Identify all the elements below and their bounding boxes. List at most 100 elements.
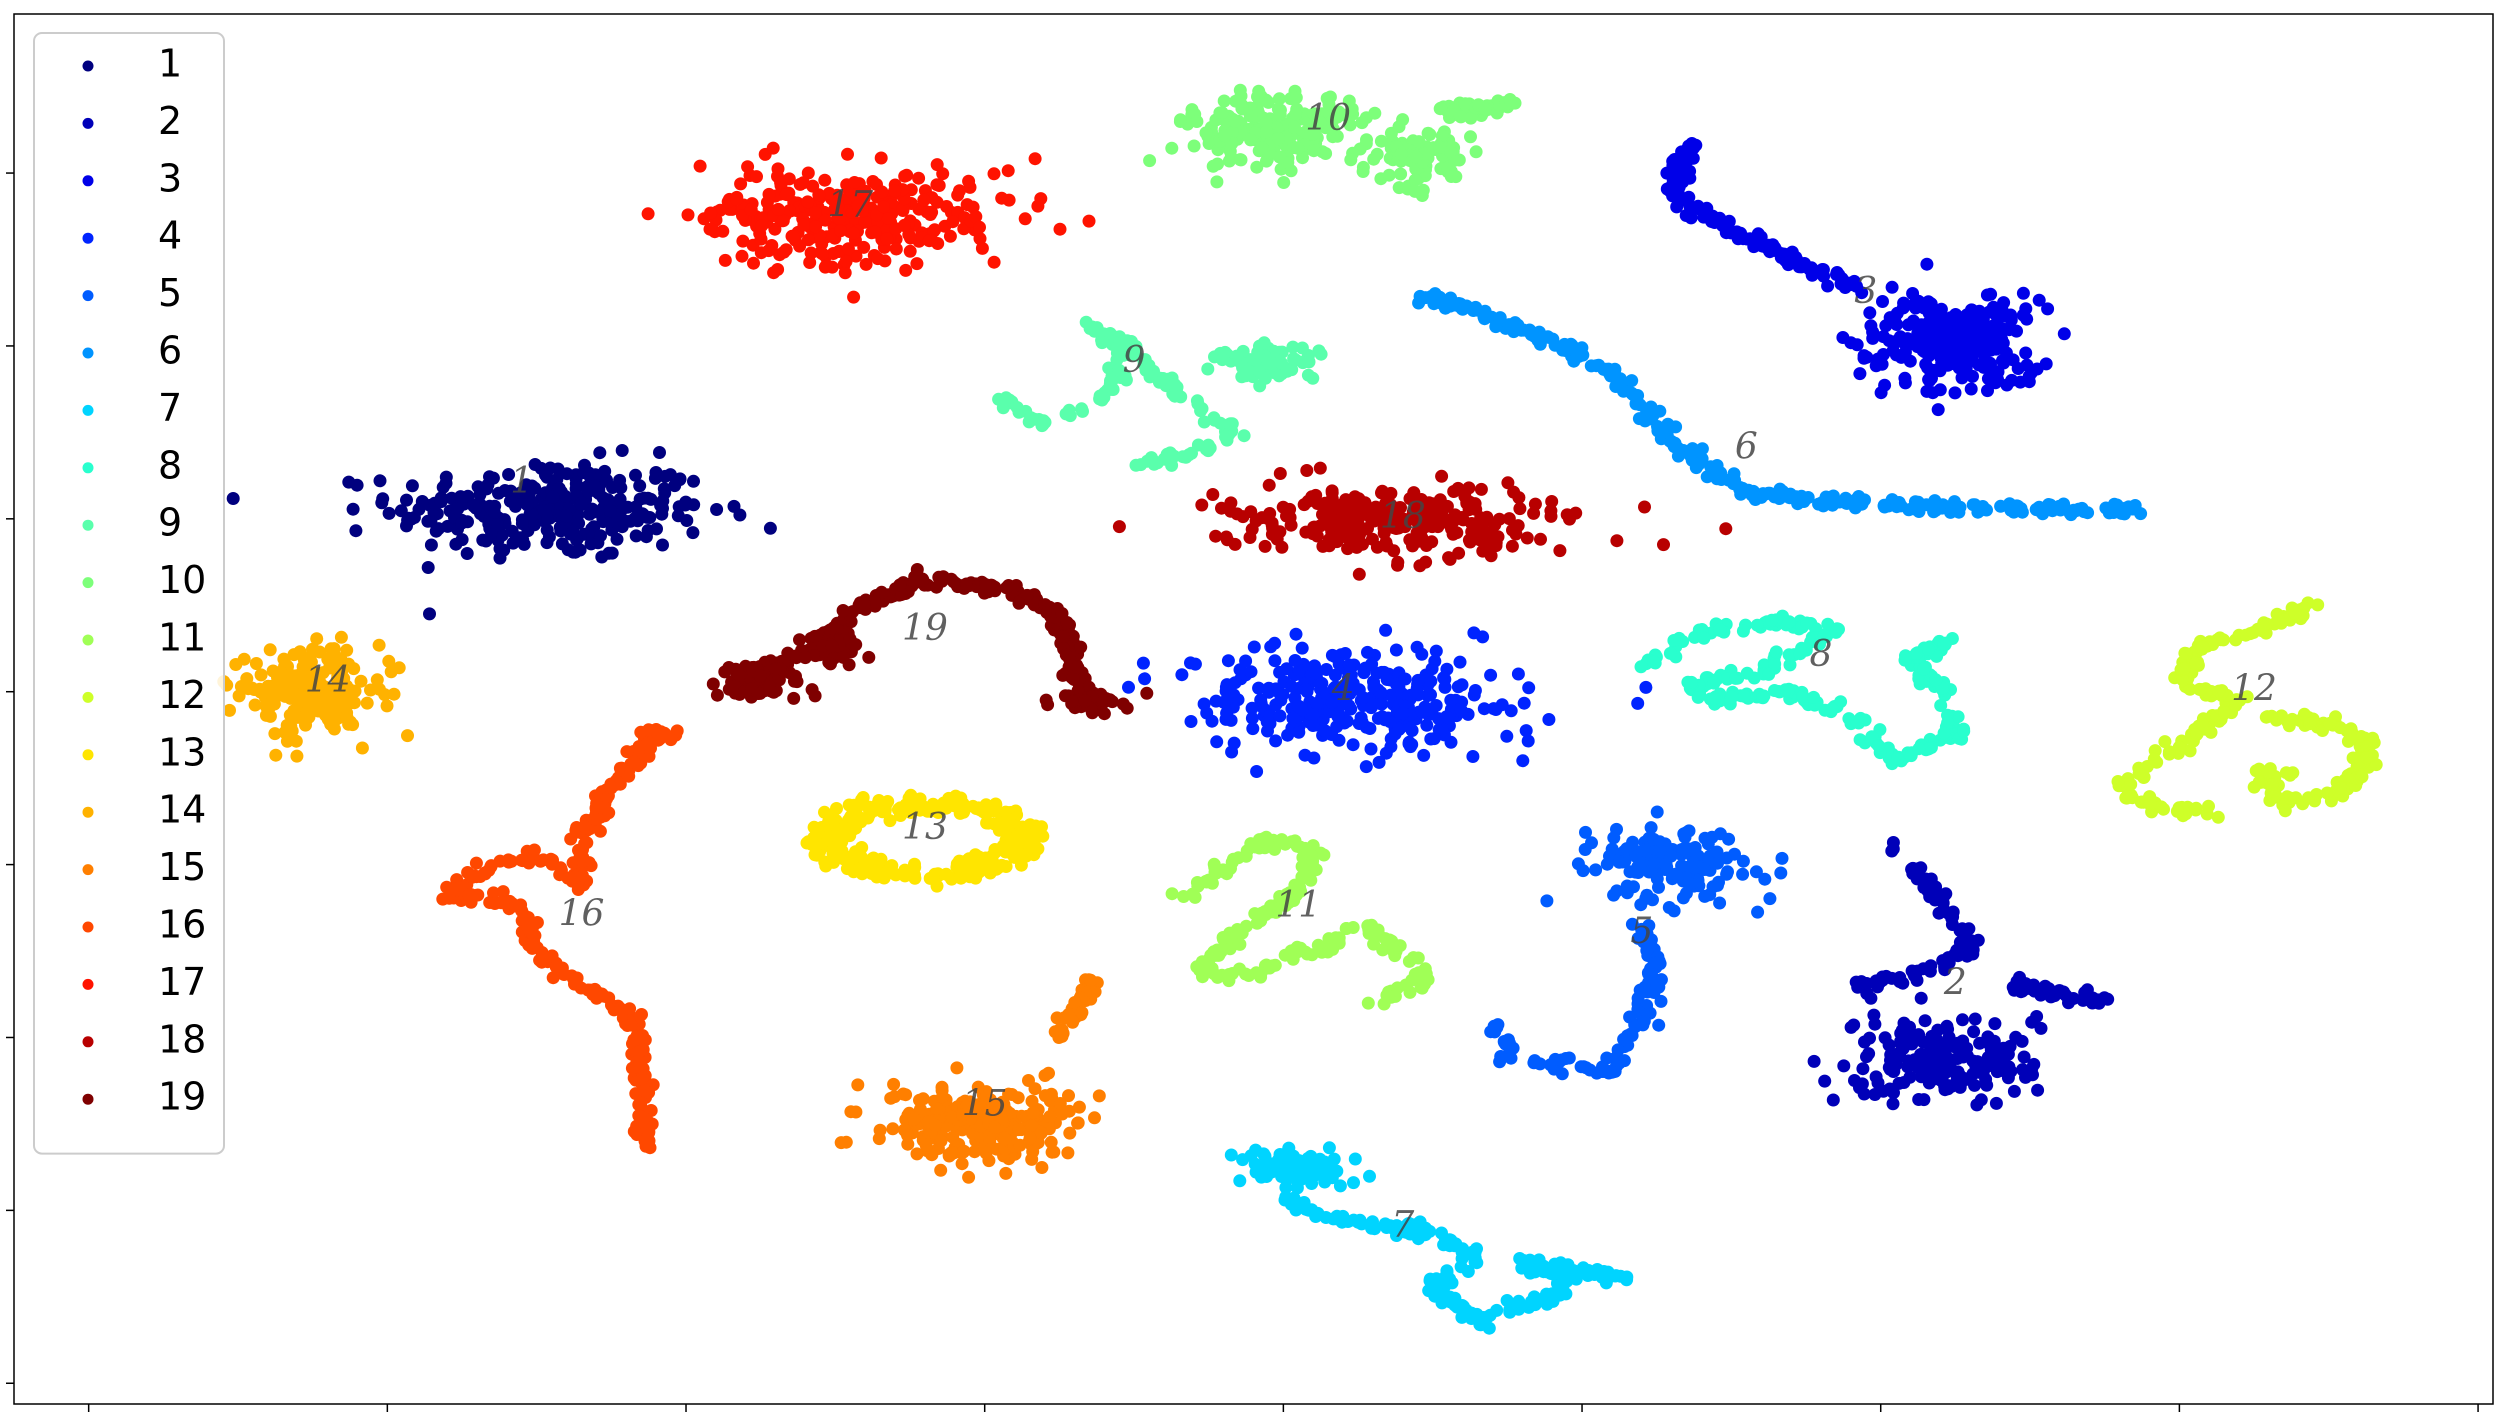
point [1221,654,1235,668]
point [1737,689,1751,703]
point [1322,1141,1336,1155]
point [2057,327,2071,341]
point [1878,1031,1892,1045]
series-2-points [1807,836,2115,1112]
point [1644,864,1658,878]
point [1639,844,1653,858]
point [1482,1321,1496,1335]
point [1643,412,1656,426]
point [2278,804,2292,818]
point [1053,1023,1067,1036]
point [455,516,468,530]
point [2004,1064,2018,1078]
point [1871,739,1885,753]
point [1632,412,1646,426]
point [1605,842,1619,856]
point [595,550,609,564]
point [1604,1064,1618,1078]
point [517,537,531,551]
point [1210,175,1224,189]
point [2196,718,2210,732]
point [1333,1179,1347,1193]
point [1424,290,1438,303]
plot-frame [13,13,2494,1405]
point [1122,680,1135,694]
point [2154,800,2168,814]
point [1451,680,1465,694]
series-7-points [1224,1141,1634,1335]
point [1751,227,1765,241]
point [1725,690,1739,704]
point [2034,1021,2048,1035]
point [1927,505,1941,519]
point [1249,966,1263,980]
point [1355,715,1369,729]
point [632,1045,646,1059]
point [653,728,666,742]
point [844,1105,858,1119]
point [2062,996,2075,1010]
point [1891,752,1905,765]
point [1018,212,1032,226]
point [2032,500,2046,514]
point [1736,624,1750,638]
point [1412,966,1426,980]
point [328,704,342,718]
point [1899,649,1912,663]
point [465,870,479,884]
point [884,865,898,879]
point [1850,715,1864,729]
point [1589,863,1603,877]
point [2343,727,2357,741]
point [1284,679,1298,693]
point [1897,1076,1911,1089]
point [1355,116,1369,130]
point [1876,295,1889,308]
point [2323,716,2337,730]
point [1037,416,1051,429]
point [364,683,377,697]
point [1309,666,1323,680]
point [1924,959,1938,973]
point [1258,371,1272,385]
point [568,977,581,991]
point [1864,991,1878,1005]
point [555,537,569,551]
point [1359,760,1373,774]
point [1670,200,1684,214]
point [1918,1014,1932,1028]
point [481,478,495,492]
point [1199,874,1213,888]
point [1761,242,1775,256]
point [559,509,573,523]
point [1918,1070,1932,1084]
point [1901,318,1915,332]
point [2046,504,2059,518]
point [1076,404,1089,418]
point [1387,942,1400,956]
point [1707,692,1721,706]
point [1989,1096,2003,1110]
point [1878,500,1892,514]
point [1244,133,1258,147]
point [946,1130,960,1144]
point [734,177,748,191]
point [1044,1135,1058,1149]
point [2064,508,2078,522]
point [1562,1051,1576,1065]
point [1277,1148,1291,1162]
point [1868,1088,1882,1101]
point [1438,301,1452,315]
point [1965,350,1979,364]
point [2277,613,2291,627]
series-6-points [1412,287,2148,522]
point [1781,258,1795,272]
point [1259,93,1273,107]
point [1840,496,1854,510]
point [1653,844,1667,858]
point [502,468,516,481]
point [1043,1110,1057,1124]
point [484,859,498,873]
point [1440,1234,1454,1248]
point [1384,740,1398,754]
